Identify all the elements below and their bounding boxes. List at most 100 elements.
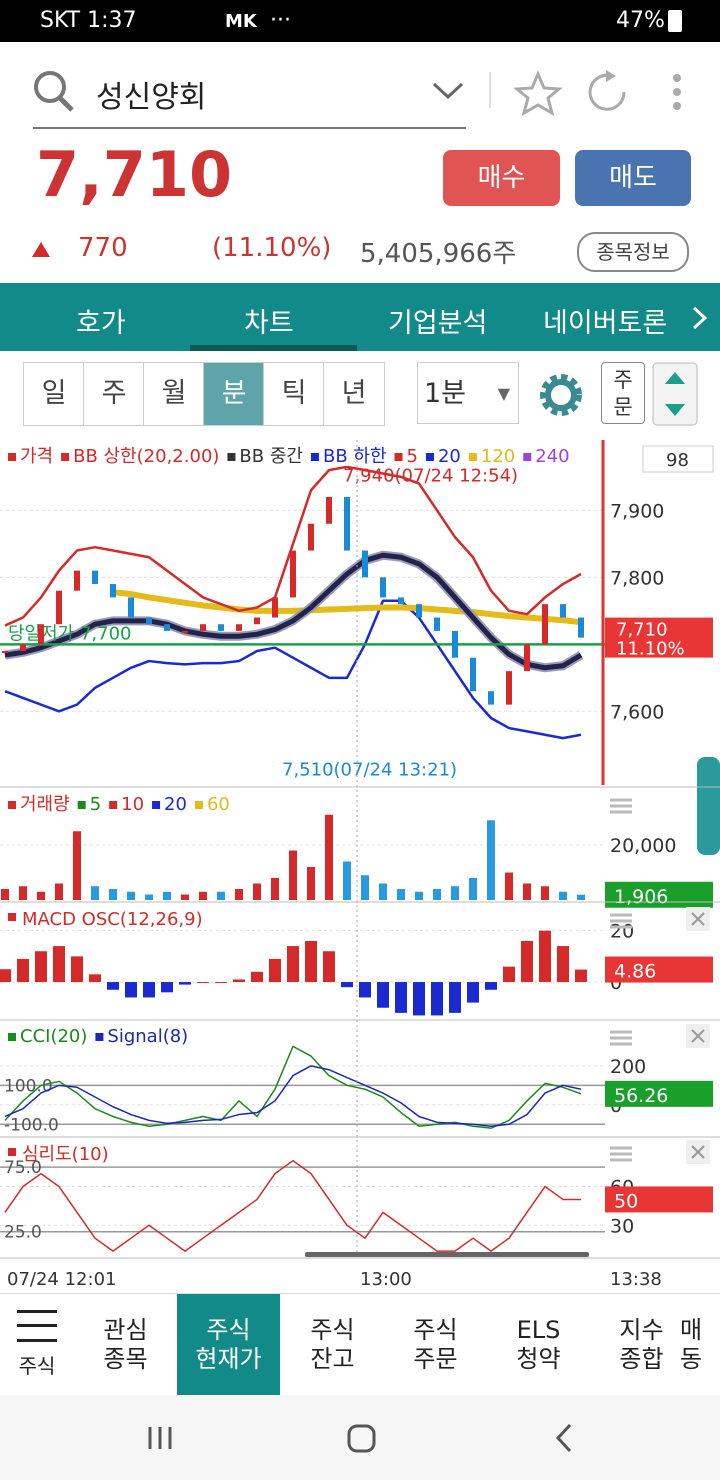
macd-bar: [143, 982, 155, 998]
legend-swatch: [468, 453, 477, 461]
value-tag-label: 56.26: [614, 1085, 668, 1107]
nav-label: 잔고: [310, 1345, 355, 1373]
macd-bar: [179, 982, 191, 985]
macd-bar: [305, 940, 317, 983]
candle: [164, 624, 170, 631]
tab-bar: 호가 차트 기업분석 네이버토론: [0, 283, 720, 351]
volume-bar: [271, 878, 279, 900]
candle: [272, 597, 278, 618]
volume-bar: [73, 831, 81, 900]
volume-bar: [235, 889, 243, 900]
candle: [254, 617, 260, 625]
current-price: 7,710: [616, 620, 668, 641]
sell-button[interactable]: 매도: [575, 150, 691, 206]
nav-item[interactable]: ELS 청약: [487, 1294, 590, 1396]
macd-bar: [215, 982, 227, 984]
legend-label: 거래량: [20, 794, 70, 815]
macd-bar: [539, 930, 551, 983]
legend-swatch: [8, 1033, 16, 1041]
tab[interactable]: 네이버토론: [543, 308, 668, 339]
legend-label: 20: [164, 794, 187, 815]
candle: [92, 570, 98, 585]
period-button[interactable]: 월: [143, 362, 205, 426]
volume-bar: [325, 814, 333, 900]
legend-label: Signal(8): [107, 1026, 188, 1047]
macd-bar: [359, 982, 371, 998]
period-button[interactable]: 일: [23, 362, 85, 426]
stock-name[interactable]: 성신양회: [96, 80, 207, 115]
nav-item[interactable]: 주식 잔고: [281, 1294, 384, 1396]
volume-bar: [37, 891, 45, 900]
tab[interactable]: 차트: [244, 308, 294, 339]
macd-bar: [323, 951, 335, 983]
candle: [128, 597, 134, 618]
nav-item[interactable]: 관심 종목: [74, 1294, 177, 1396]
series-line: [4, 599, 582, 740]
tab[interactable]: 호가: [76, 308, 126, 339]
tab[interactable]: 기업분석: [388, 308, 488, 339]
value-tag: [605, 956, 713, 983]
nav-item[interactable]: 주식: [0, 1294, 74, 1396]
volume-bar: [307, 867, 315, 900]
scroll-arrows[interactable]: [652, 362, 698, 426]
volume-bar: [253, 883, 261, 900]
nav-label: 현재가: [195, 1345, 262, 1373]
candle: [110, 584, 116, 598]
volume-bar: [343, 861, 351, 900]
info-button[interactable]: 종목정보: [577, 232, 689, 272]
legend-label: BB 상한(20,2.00): [73, 446, 219, 467]
macd-bar: [89, 974, 101, 983]
value-tag-label: 50: [614, 1190, 638, 1212]
tab-more[interactable]: [690, 305, 710, 331]
battery: 47%: [616, 8, 665, 33]
legend-swatch: [8, 801, 16, 809]
panel-close-x: [691, 1029, 705, 1043]
nav-item[interactable]: 지수 종합: [590, 1294, 693, 1396]
legend-bg: [0, 442, 600, 466]
nav-item[interactable]: 주식 주문: [384, 1294, 487, 1396]
change-rate: (11.10%): [212, 233, 332, 263]
order-button[interactable]: 주문: [601, 362, 645, 424]
nav-item[interactable]: 주식 현재가: [177, 1294, 280, 1396]
volume-bar: [91, 886, 99, 900]
interval-select[interactable]: 1분 ▼: [417, 362, 519, 424]
legend-swatch: [227, 453, 236, 461]
volume-bar: [541, 886, 549, 900]
period-button[interactable]: 년: [323, 362, 385, 426]
candle: [2, 651, 8, 654]
period-button[interactable]: 틱: [263, 362, 325, 426]
bottom-nav: 주식 관심 종목 주식 현재가 주식 잔고 주식 주문 ELS 청약 지수 종합 매 동: [0, 1293, 720, 1396]
nav-label: 주식: [206, 1316, 251, 1344]
volume-bar: [505, 872, 513, 900]
settings-icon[interactable]: [536, 370, 586, 420]
nav-label: 지수: [619, 1316, 664, 1344]
volume-bar: [217, 891, 225, 900]
macd-bar: [17, 958, 29, 983]
time-label: 13:00: [360, 1269, 412, 1290]
y-tick-label: 7,800: [610, 567, 664, 589]
legend-label: BB 하한: [323, 446, 387, 467]
legend-label: 5: [90, 794, 101, 815]
legend-swatch: [8, 1148, 16, 1156]
low-label: 7,510(07/24 13:21): [282, 760, 457, 781]
macd-bar: [107, 982, 119, 990]
value-tag: [605, 1080, 713, 1107]
series-line: [4, 1065, 582, 1127]
nav-label: 동: [680, 1345, 703, 1373]
candle: [344, 496, 350, 551]
y-tick-label: 30: [610, 1215, 634, 1237]
legend-label: 60: [207, 794, 230, 815]
nav-label: ELS: [516, 1316, 561, 1344]
volume-bar: [523, 883, 531, 900]
volume-bar: [145, 894, 153, 900]
period-button[interactable]: 주: [83, 362, 145, 426]
period-button[interactable]: 분: [203, 362, 265, 426]
guide-label: 75.0: [4, 1158, 42, 1178]
buy-button[interactable]: 매수: [443, 150, 560, 206]
macd-bar: [53, 946, 65, 983]
macd-bar: [467, 982, 479, 1003]
y-tick-label: 20: [610, 921, 634, 943]
legend-label: 10: [121, 794, 144, 815]
